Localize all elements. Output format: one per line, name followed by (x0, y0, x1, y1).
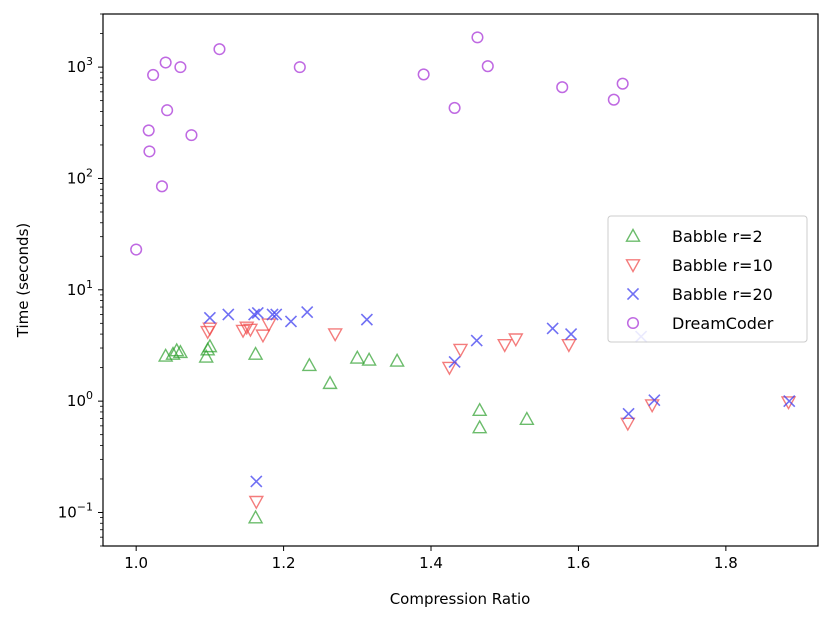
point-babble-r-20 (648, 394, 661, 407)
point-babble-r-2 (247, 346, 264, 360)
point-babble-r-20 (250, 475, 263, 488)
point-dreamcoder (556, 81, 569, 94)
point-babble-r-10 (242, 323, 259, 338)
point-babble-r-10 (202, 322, 218, 337)
point-dreamcoder (616, 77, 629, 90)
point-babble-r-2 (172, 344, 189, 359)
point-dreamcoder (607, 93, 620, 106)
point-dreamcoder (471, 31, 484, 44)
point-babble-r-20 (301, 306, 314, 319)
point-babble-r-10 (255, 329, 271, 344)
point-dreamcoder (481, 60, 494, 73)
point-dreamcoder (213, 43, 226, 56)
point-babble-r-2 (198, 348, 214, 363)
point-babble-r-2 (471, 402, 488, 417)
point-babble-r-10 (620, 417, 636, 432)
x-axis-ticks: 1.0 1.2 1.4 1.6 1.8 (124, 546, 738, 572)
point-babble-r-20 (546, 322, 559, 335)
x-tick-label: 1.4 (419, 554, 443, 572)
y-tick-label: 10−1 (58, 500, 93, 521)
point-babble-r-10 (644, 399, 660, 414)
legend-label-dreamcoder: DreamCoder (672, 314, 774, 333)
y-tick-label: 101 (67, 278, 93, 299)
point-babble-r-10 (441, 361, 458, 376)
point-babble-r-20 (270, 308, 283, 321)
legend-label-babble-r-10: Babble r=10 (672, 256, 773, 275)
legend-box (607, 215, 808, 343)
point-babble-r-10 (452, 343, 469, 358)
legend-marker-dreamcoder (626, 316, 640, 330)
point-babble-r-20 (564, 328, 578, 341)
point-dreamcoder (143, 145, 156, 158)
x-axis-label: Compression Ratio (390, 590, 531, 608)
point-babble-r-10 (508, 333, 524, 348)
point-babble-r-2 (169, 342, 185, 357)
point-dreamcoder (147, 68, 160, 82)
legend-marker-babble-r-20 (626, 287, 640, 301)
point-babble-r-2 (247, 509, 264, 524)
legend-marker-babble-r-2 (625, 228, 641, 242)
point-babble-r-10 (327, 328, 343, 343)
y-axis-ticks: 10−1 100 101 102 103 (58, 13, 103, 547)
legend-label-babble-r-2: Babble r=2 (672, 227, 763, 246)
x-tick-label: 1.6 (567, 554, 591, 572)
point-babble-r-10 (497, 338, 513, 353)
point-babble-r-20 (284, 315, 298, 328)
point-dreamcoder (417, 68, 430, 81)
data-points (130, 31, 797, 524)
point-babble-r-20 (248, 308, 261, 321)
point-babble-r-2 (361, 351, 377, 366)
point-babble-r-20 (622, 407, 635, 420)
point-dreamcoder (130, 243, 143, 256)
point-babble-r-2 (389, 352, 405, 367)
legend-label-babble-r-20: Babble r=20 (672, 285, 773, 304)
point-babble-r-10 (199, 325, 216, 340)
point-dreamcoder (159, 56, 172, 69)
point-babble-r-2 (349, 349, 365, 364)
point-babble-r-2 (519, 411, 535, 425)
point-babble-r-20 (203, 311, 216, 324)
legend: Babble r=2 Babble r=10 Babble r=20 DreamCod… (607, 215, 808, 343)
point-dreamcoder (174, 61, 187, 74)
point-babble-r-20 (360, 313, 373, 326)
point-babble-r-10 (239, 321, 255, 336)
point-babble-r-2 (471, 419, 488, 434)
point-babble-r-20 (251, 306, 264, 320)
legend-marker-babble-r-10 (625, 259, 641, 273)
point-dreamcoder (155, 180, 169, 193)
point-babble-r-2 (322, 375, 338, 390)
point-babble-r-10 (248, 495, 265, 510)
point-babble-r-2 (301, 357, 318, 372)
plot-area (102, 13, 819, 547)
point-babble-r-10 (261, 318, 277, 333)
point-babble-r-20 (448, 355, 461, 369)
point-dreamcoder (293, 61, 306, 74)
point-dreamcoder (448, 101, 461, 114)
y-tick-label: 100 (67, 389, 93, 410)
point-babble-r-10 (235, 324, 251, 339)
point-babble-r-10 (561, 338, 577, 353)
x-tick-label: 1.2 (272, 554, 296, 572)
y-axis-label: Time (seconds) (14, 223, 32, 339)
point-babble-r-20 (266, 308, 279, 321)
point-babble-r-20 (783, 395, 796, 408)
point-babble-r-20 (470, 334, 483, 347)
x-tick-label: 1.8 (714, 554, 738, 572)
point-dreamcoder (142, 124, 155, 137)
y-tick-label: 103 (67, 55, 93, 76)
y-tick-label: 102 (67, 166, 93, 187)
point-dreamcoder (161, 104, 174, 117)
point-babble-r-20 (222, 308, 235, 321)
point-dreamcoder (185, 129, 198, 142)
point-babble-r-2 (202, 338, 218, 353)
x-tick-label: 1.0 (124, 554, 148, 572)
